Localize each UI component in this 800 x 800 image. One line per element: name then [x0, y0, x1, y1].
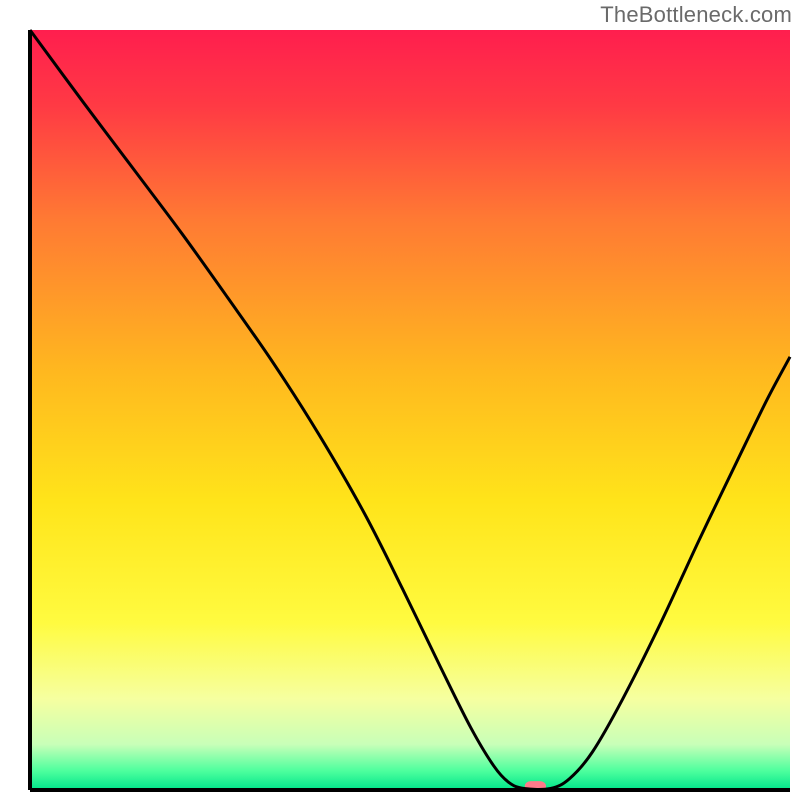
chart-container: TheBottleneck.com — [0, 0, 800, 800]
gradient-background — [30, 30, 790, 790]
watermark-label: TheBottleneck.com — [600, 2, 792, 28]
bottleneck-chart — [0, 0, 800, 800]
